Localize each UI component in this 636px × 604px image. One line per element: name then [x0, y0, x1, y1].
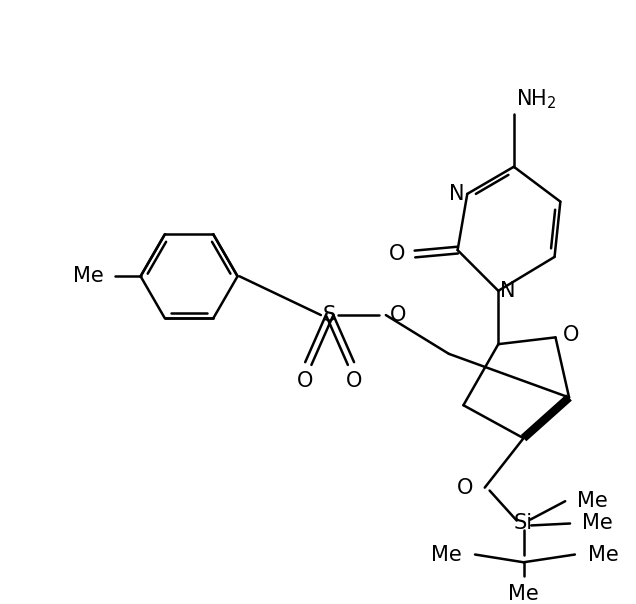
- Text: Me: Me: [431, 545, 462, 565]
- Text: Me: Me: [577, 491, 607, 511]
- Text: O: O: [390, 305, 406, 325]
- Text: Me: Me: [582, 513, 612, 533]
- Text: N: N: [449, 184, 464, 204]
- Text: Si: Si: [514, 513, 533, 533]
- Text: O: O: [346, 371, 362, 391]
- Text: N: N: [501, 281, 516, 301]
- Text: O: O: [563, 326, 579, 345]
- Text: Me: Me: [508, 583, 539, 603]
- Text: Me: Me: [588, 545, 619, 565]
- Text: S: S: [323, 305, 336, 325]
- Text: NH$_2$: NH$_2$: [516, 87, 556, 111]
- Text: O: O: [457, 478, 473, 498]
- Text: O: O: [297, 371, 314, 391]
- Text: O: O: [389, 244, 405, 264]
- Text: Me: Me: [73, 266, 104, 286]
